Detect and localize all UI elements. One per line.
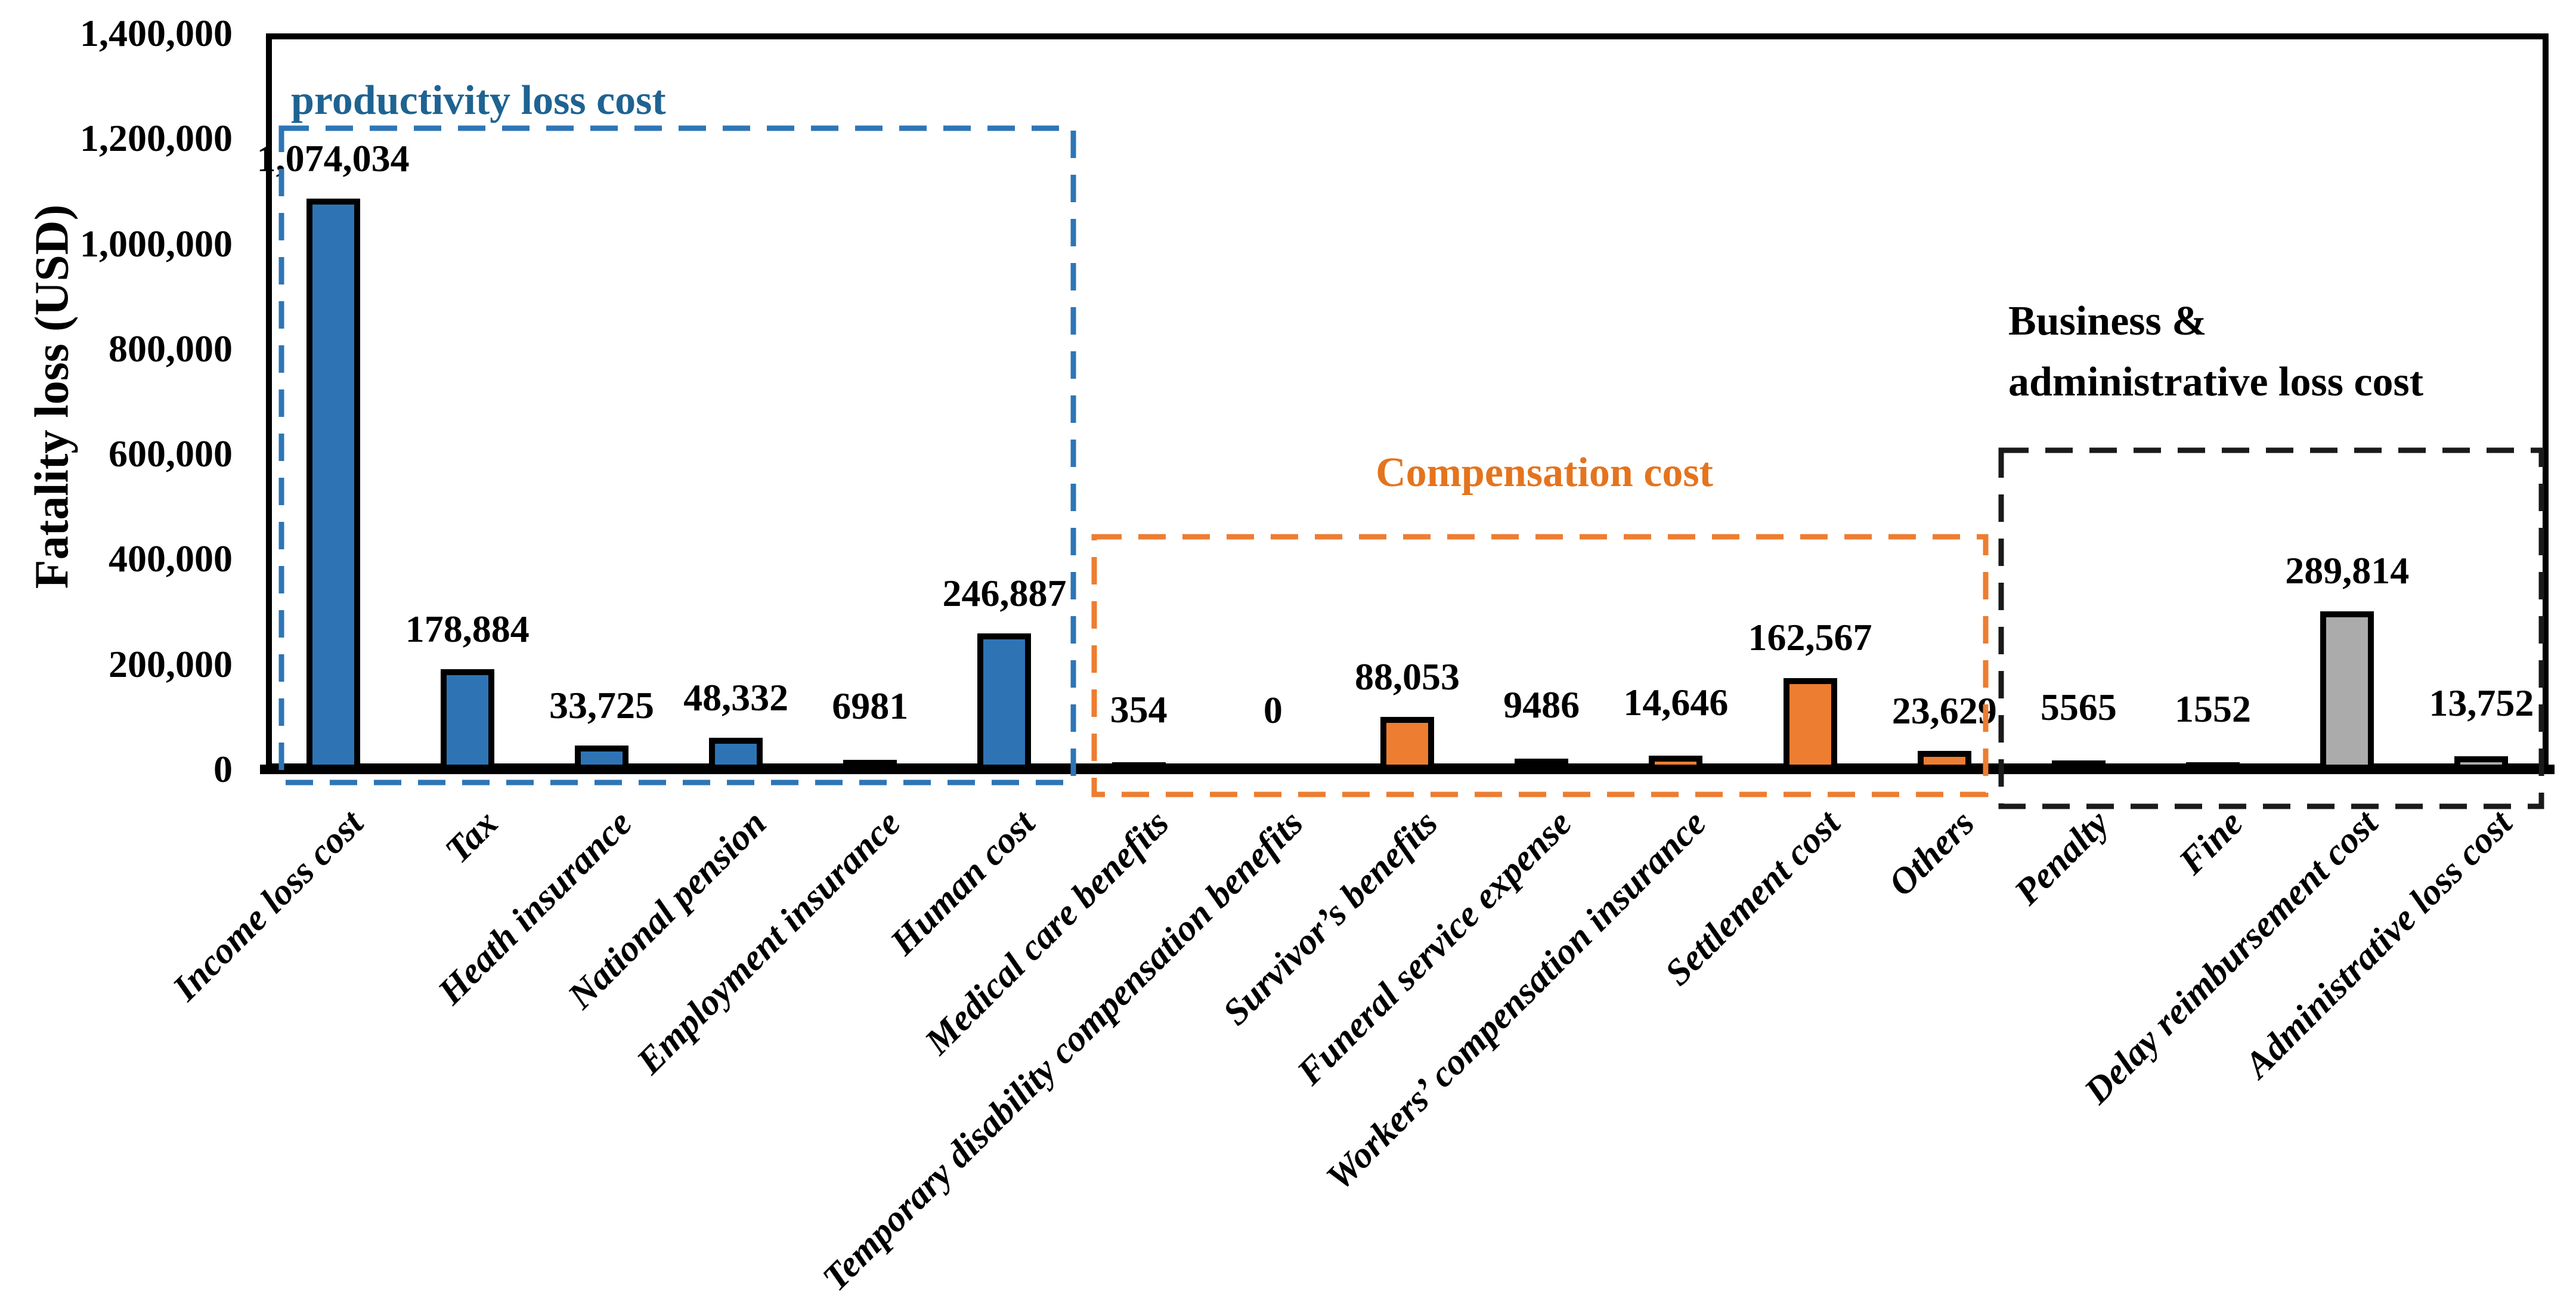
x-axis-line — [260, 765, 2555, 774]
x-label-income-loss-cost: Income loss cost — [165, 802, 371, 1009]
productivity-group-title: productivity loss cost — [291, 78, 666, 123]
value-label-fine: 1552 — [2175, 688, 2252, 731]
x-label-tax: Tax — [437, 802, 506, 871]
y-tick-1-000-000: 1,000,000 — [80, 222, 233, 265]
value-label-administrative-loss-cost: 13,752 — [2429, 681, 2534, 724]
value-label-settlement-cost: 162,567 — [1748, 616, 1872, 659]
x-label-funeral-service-expense: Funeral service expense — [1289, 802, 1580, 1093]
y-tick-0: 0 — [213, 748, 233, 790]
value-label-tax: 178,884 — [405, 607, 530, 650]
y-tick-1-200-000: 1,200,000 — [80, 117, 233, 160]
y-tick-200-000: 200,000 — [109, 642, 233, 685]
compensation-group-title: Compensation cost — [1376, 450, 1713, 496]
x-label-fine: Fine — [2171, 802, 2252, 883]
x-label-medical-care-benefits: Medical care benefits — [917, 802, 1177, 1063]
x-label-administrative-loss-cost: Administrative loss cost — [2237, 802, 2520, 1086]
fatality-loss-bar-chart: Fatality loss (USD) 1,400,000 1,200,000 1,… — [26, 12, 2555, 1299]
value-label-delay-reimbursement-cost: 289,814 — [2285, 549, 2410, 592]
x-label-temporary-disability-compensation-benefits: Temporary disability compensation benefi… — [815, 802, 1311, 1299]
bar-income-loss-cost — [306, 199, 360, 769]
y-tick-400-000: 400,000 — [109, 537, 233, 580]
value-label-workers-compensation-insurance: 14,646 — [1623, 681, 1729, 723]
y-tick-800-000: 800,000 — [109, 327, 233, 370]
value-label-income-loss-cost: 1,074,034 — [256, 137, 410, 180]
x-label-penalty: Penalty — [2007, 802, 2117, 913]
x-label-others: Others — [1881, 802, 1983, 904]
business-group-title: Business & administrative loss cost — [2008, 298, 2424, 405]
y-tick-1-400-000: 1,400,000 — [80, 12, 233, 54]
y-tick-600-000: 600,000 — [109, 432, 233, 475]
x-label-employment-insurance: Employment insurance — [628, 802, 909, 1082]
value-label-employment-insurance: 6981 — [832, 685, 909, 728]
value-label-human-cost: 246,887 — [942, 572, 1067, 614]
